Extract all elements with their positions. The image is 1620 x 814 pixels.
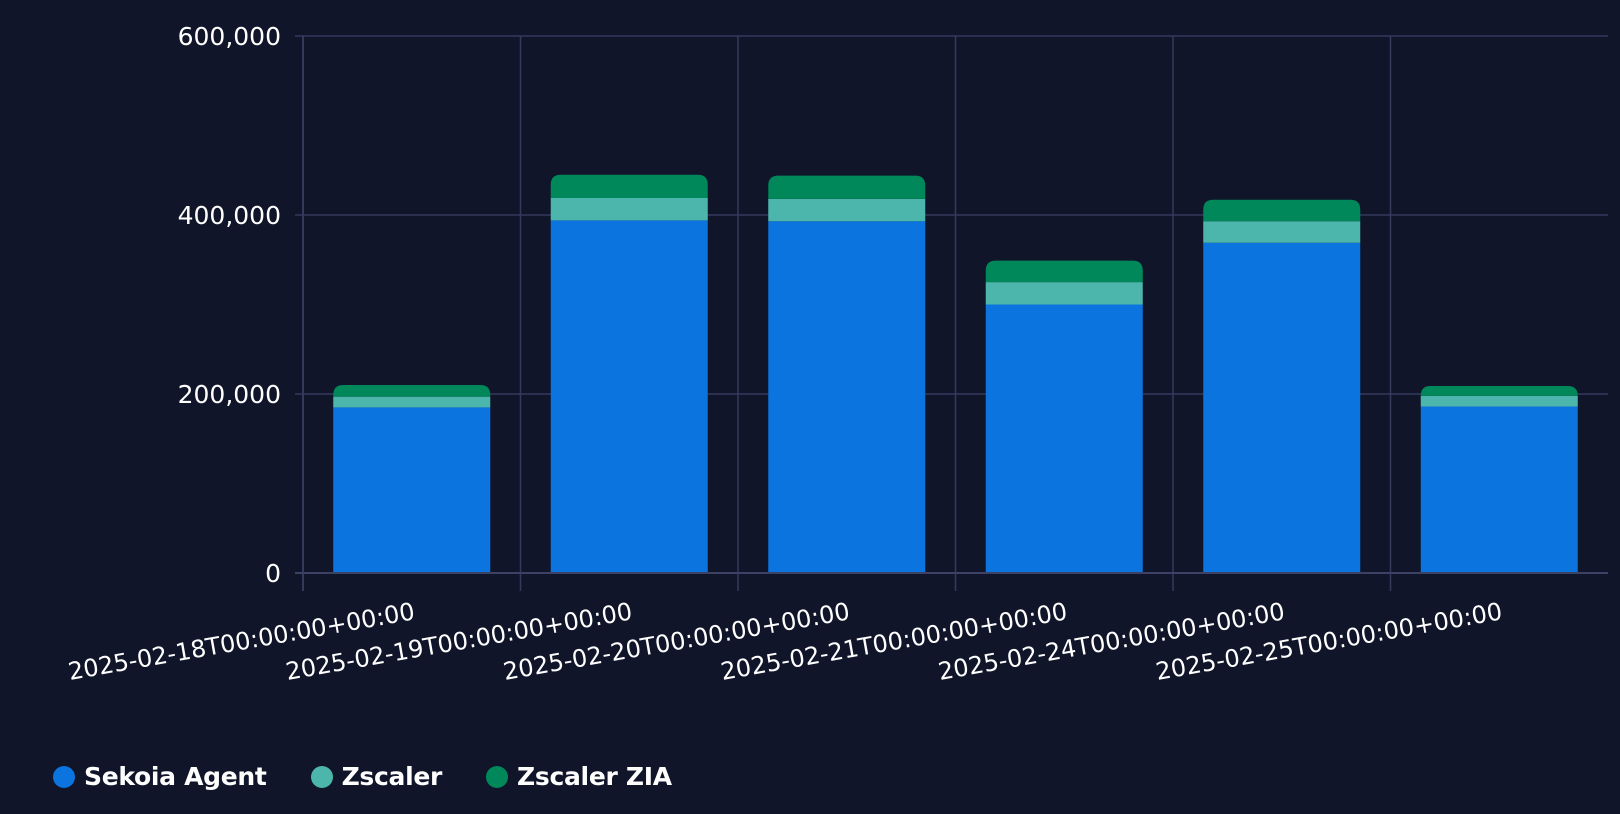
grid (295, 35, 1608, 591)
legend-item-sekoia-agent[interactable]: Sekoia Agent (53, 762, 267, 791)
axes (295, 36, 1608, 591)
legend-dot-zscaler-zia (486, 765, 509, 788)
bar-segment-sekoia-agent[interactable] (1420, 406, 1578, 573)
bar-segment-zscaler-zia[interactable] (550, 174, 708, 198)
y-tick-label: 600,000 (178, 22, 281, 51)
bar-segment-zscaler[interactable] (1203, 221, 1361, 243)
bar-segment-sekoia-agent[interactable] (333, 407, 491, 573)
bar-segment-zscaler-zia[interactable] (333, 385, 491, 397)
y-tick-label: 400,000 (178, 201, 281, 230)
x-tick-label: 2025-02-18T00:00:00+00:00 (66, 597, 417, 686)
y-tick-label: 0 (265, 559, 281, 588)
legend-dot-zscaler (310, 765, 333, 788)
bar-segment-sekoia-agent[interactable] (550, 220, 708, 573)
y-tick-label: 200,000 (178, 380, 281, 409)
bar-segment-zscaler[interactable] (550, 197, 708, 221)
bar-segment-zscaler[interactable] (1420, 395, 1578, 407)
legend: Sekoia Agent Zscaler Zscaler ZIA (53, 762, 716, 791)
legend-label: Sekoia Agent (84, 762, 267, 791)
bar-segment-zscaler[interactable] (985, 282, 1143, 305)
bars (333, 174, 1578, 574)
bar-segment-zscaler-zia[interactable] (768, 175, 926, 199)
bar-segment-zscaler[interactable] (333, 396, 491, 408)
bar-segment-sekoia-agent[interactable] (1203, 242, 1361, 573)
bar-segment-zscaler-zia[interactable] (1203, 199, 1361, 222)
bar-segment-zscaler-zia[interactable] (1420, 385, 1578, 396)
legend-item-zscaler[interactable]: Zscaler (310, 762, 443, 791)
legend-label: Zscaler ZIA (517, 762, 672, 791)
bar-segment-zscaler-zia[interactable] (985, 260, 1143, 283)
legend-label: Zscaler (341, 762, 443, 791)
legend-item-zscaler-zia[interactable]: Zscaler ZIA (486, 762, 672, 791)
legend-dot-sekoia-agent (53, 765, 75, 788)
bar-segment-sekoia-agent[interactable] (768, 221, 926, 573)
bar-segment-zscaler[interactable] (768, 198, 926, 222)
bar-segment-sekoia-agent[interactable] (985, 304, 1143, 574)
